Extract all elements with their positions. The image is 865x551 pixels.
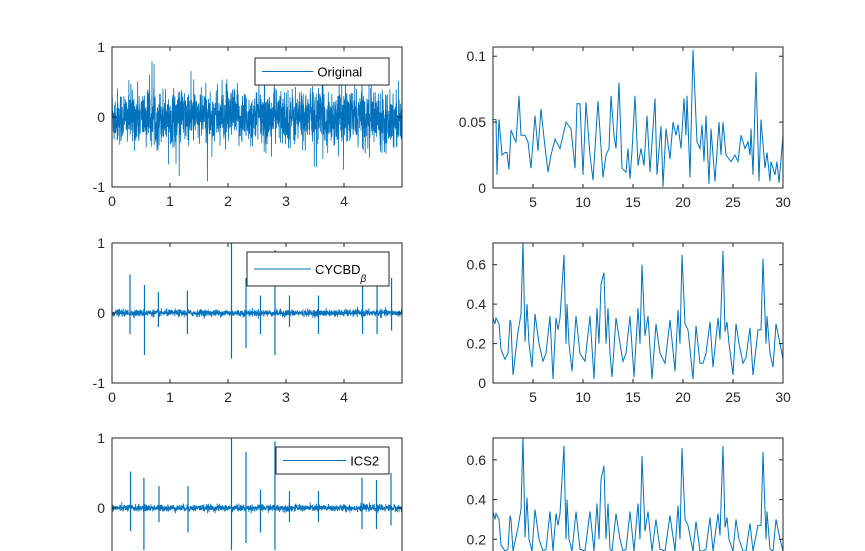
legend-label: ICS2 [350, 454, 379, 469]
y-tick-label: 0.2 [467, 336, 487, 352]
x-tick-label: 5 [529, 389, 537, 405]
x-tick-label: 10 [575, 194, 591, 210]
x-tick-label: 4 [340, 389, 348, 405]
series-line [493, 243, 783, 380]
x-tick-label: 30 [775, 389, 791, 405]
x-tick-label: 2 [224, 389, 232, 405]
y-tick-label: 0.4 [467, 296, 487, 312]
series-line [112, 61, 402, 182]
series-line [493, 438, 783, 551]
x-tick-label: 0 [108, 389, 116, 405]
y-tick-label: 0.4 [467, 492, 487, 508]
axes-frame [111, 437, 403, 551]
y-tick-label: 1 [97, 39, 105, 55]
plot-area [493, 438, 783, 551]
x-tick-label: 15 [625, 389, 641, 405]
y-tick-label: 0.05 [459, 114, 486, 130]
y-tick-label: 0 [97, 500, 105, 516]
y-tick-label: 1 [97, 235, 105, 251]
y-tick-label: 0.6 [467, 257, 487, 273]
legend[interactable]: Original [254, 57, 390, 86]
legend-label: Original [317, 65, 362, 80]
y-tick-label: 0 [97, 109, 105, 125]
x-tick-label: 30 [775, 194, 791, 210]
series-line [112, 438, 402, 550]
plot-area [493, 47, 783, 188]
x-tick-label: 0 [108, 193, 116, 209]
legend[interactable]: ICS2 [275, 446, 390, 475]
x-tick-label: 2 [224, 193, 232, 209]
x-tick-label: 4 [340, 193, 348, 209]
y-tick-label: 0 [478, 180, 486, 196]
y-tick-label: 0.1 [467, 48, 487, 64]
x-tick-label: 10 [575, 389, 591, 405]
x-tick-label: 5 [529, 194, 537, 210]
axes-frame [492, 437, 784, 551]
legend[interactable]: CYCBDβ [246, 251, 390, 287]
y-tick-label: 0 [97, 305, 105, 321]
axes-row3-right: 0.2 0.4 0.6 [467, 437, 784, 551]
x-tick-label: 3 [282, 389, 290, 405]
x-tick-label: 15 [625, 194, 641, 210]
x-tick-label: 3 [282, 193, 290, 209]
x-tick-label: 25 [725, 194, 741, 210]
y-tick-label: 1 [97, 430, 105, 446]
legend-subscript: β [360, 274, 367, 285]
y-tick-label: 0.2 [467, 531, 487, 547]
x-tick-label: 20 [675, 389, 691, 405]
y-tick-label: -1 [93, 179, 106, 195]
y-tick-label: 0.6 [467, 452, 487, 468]
axes-row1-right: 5 10 15 20 25 30 0 0.05 0.1 [459, 46, 791, 210]
x-tick-label: 1 [166, 389, 174, 405]
series-line [112, 243, 402, 359]
x-tick-label: 25 [725, 389, 741, 405]
x-tick-label: 1 [166, 193, 174, 209]
series-line [493, 49, 783, 187]
y-tick-label: 0 [478, 375, 486, 391]
axes-row2-right: 5 10 15 20 25 30 0 0.2 0.4 0.6 [467, 242, 791, 405]
y-tick-label: -1 [93, 375, 106, 391]
x-tick-label: 20 [675, 194, 691, 210]
axes-row3-left: 0 1 ICS2 [97, 430, 403, 551]
